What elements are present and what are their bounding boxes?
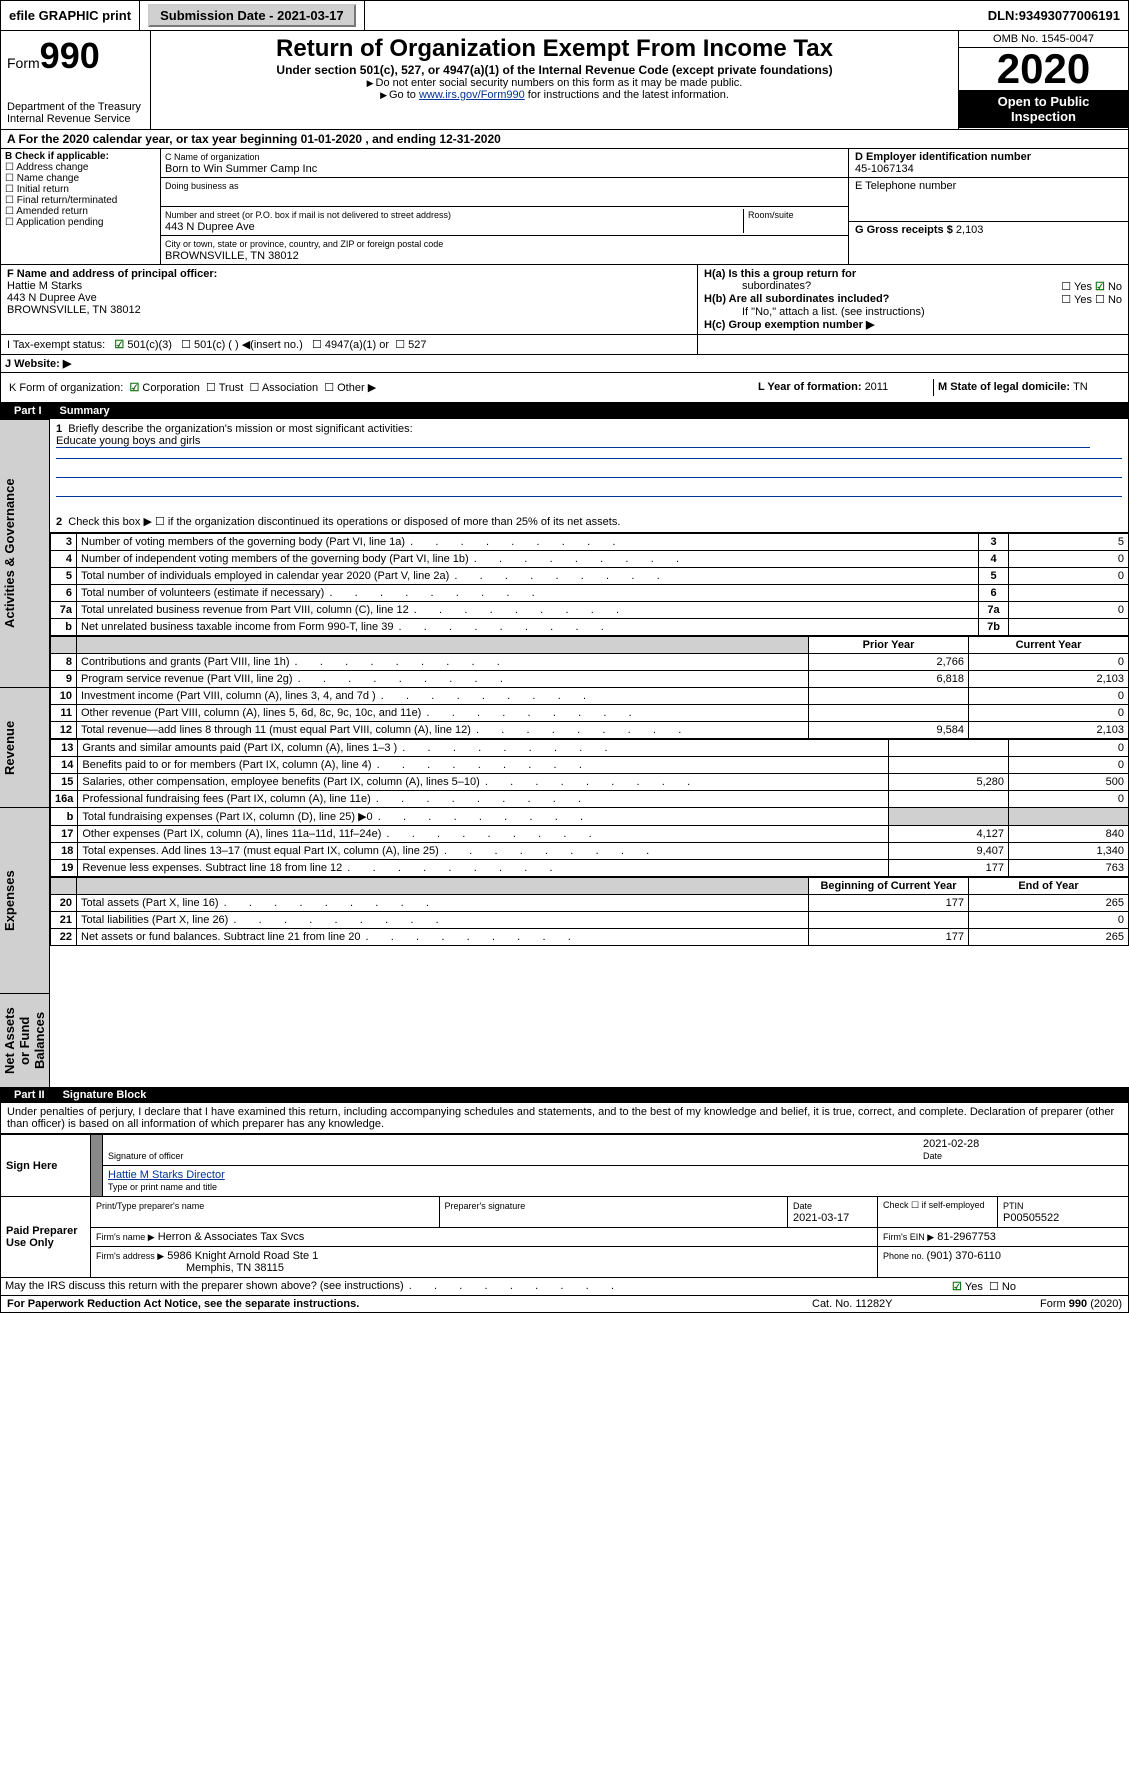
firm-ein: 81-2967753 bbox=[937, 1231, 996, 1243]
chk-amended[interactable]: Amended return bbox=[5, 206, 88, 217]
entity-block: B Check if applicable: Address change Na… bbox=[0, 149, 1129, 265]
chk-address-change[interactable]: Address change bbox=[5, 162, 88, 173]
city-state-zip: BROWNSVILLE, TN 38012 bbox=[165, 250, 299, 262]
efile-label: efile GRAPHIC print bbox=[1, 1, 140, 30]
ha-yes[interactable]: Yes bbox=[1061, 281, 1092, 293]
tab-expenses: Expenses bbox=[0, 807, 50, 993]
tax-year: 2020 bbox=[959, 48, 1128, 90]
discuss-row: May the IRS discuss this return with the… bbox=[0, 1278, 1129, 1296]
form-header: Form990 Department of the Treasury Inter… bbox=[0, 31, 1129, 130]
dln-cell: DLN: 93493077006191 bbox=[980, 1, 1128, 30]
firm-name: Herron & Associates Tax Svcs bbox=[158, 1231, 305, 1243]
ha-no[interactable]: No bbox=[1095, 281, 1122, 293]
mission-text: Educate young boys and girls bbox=[56, 435, 1090, 448]
tax-527[interactable]: 527 bbox=[395, 339, 426, 351]
tax-4947[interactable]: 4947(a)(1) or bbox=[312, 339, 389, 351]
box-klm: K Form of organization: Corporation Trus… bbox=[0, 373, 1129, 403]
chk-app-pending[interactable]: Application pending bbox=[5, 217, 104, 228]
officer-signed-name[interactable]: Hattie M Starks Director bbox=[108, 1169, 225, 1181]
k-other[interactable]: Other ▶ bbox=[324, 382, 376, 394]
open-to-public: Open to PublicInspection bbox=[959, 90, 1128, 128]
irs-link[interactable]: www.irs.gov/Form990 bbox=[419, 89, 525, 101]
page-footer: For Paperwork Reduction Act Notice, see … bbox=[0, 1296, 1129, 1313]
box-b: B Check if applicable: Address change Na… bbox=[1, 149, 161, 264]
ptin: P00505522 bbox=[1003, 1212, 1059, 1224]
part2-header: Part IISignature Block bbox=[0, 1087, 1129, 1103]
org-name: Born to Win Summer Camp Inc bbox=[165, 163, 317, 175]
dept-treasury: Department of the Treasury bbox=[7, 101, 144, 113]
tab-revenue: Revenue bbox=[0, 687, 50, 807]
k-corp[interactable]: Corporation bbox=[129, 382, 199, 394]
form-subtitle: Under section 501(c), 527, or 4947(a)(1)… bbox=[157, 63, 952, 77]
gross-receipts: 2,103 bbox=[956, 224, 984, 236]
tax-501c3[interactable]: 501(c)(3) bbox=[114, 339, 172, 351]
k-assoc[interactable]: Association bbox=[250, 382, 319, 394]
hb-no[interactable]: No bbox=[1095, 294, 1122, 306]
box-i: I Tax-exempt status: 501(c)(3) 501(c) ( … bbox=[0, 335, 1129, 355]
state-domicile: TN bbox=[1073, 381, 1088, 393]
firm-phone: (901) 370-6110 bbox=[927, 1250, 1001, 1262]
submission-date-cell: Submission Date - 2021-03-17 bbox=[140, 1, 365, 30]
box-j: J Website: ▶ bbox=[0, 355, 1129, 373]
expenses-table: 13Grants and similar amounts paid (Part … bbox=[50, 739, 1129, 877]
street-address: 443 N Dupree Ave bbox=[165, 221, 255, 233]
tax-period: A For the 2020 calendar year, or tax yea… bbox=[0, 130, 1129, 149]
chk-name-change[interactable]: Name change bbox=[5, 173, 79, 184]
chk-final-return[interactable]: Final return/terminated bbox=[5, 195, 117, 206]
year-formation: 2011 bbox=[865, 381, 889, 393]
tax-501c[interactable]: 501(c) ( ) ◀(insert no.) bbox=[181, 339, 303, 351]
discuss-no[interactable]: No bbox=[989, 1281, 1016, 1293]
tab-activities: Activities & Governance bbox=[0, 419, 50, 687]
box-f-h: F Name and address of principal officer:… bbox=[0, 265, 1129, 335]
discuss-yes[interactable]: Yes bbox=[952, 1281, 983, 1293]
signature-table: Sign Here Signature of officer 2021-02-2… bbox=[0, 1134, 1129, 1278]
tab-net: Net Assets or Fund Balances bbox=[0, 993, 50, 1087]
efile-topbar: efile GRAPHIC print Submission Date - 20… bbox=[0, 0, 1129, 31]
part1-body: Activities & Governance Revenue Expenses… bbox=[0, 419, 1129, 1087]
officer-name: Hattie M Starks bbox=[7, 280, 82, 292]
revenue-table: Prior YearCurrent Year8Contributions and… bbox=[50, 636, 1129, 739]
hb-yes[interactable]: Yes bbox=[1061, 294, 1092, 306]
box-c: C Name of organizationBorn to Win Summer… bbox=[161, 149, 848, 264]
goto-note: Go to www.irs.gov/Form990 for instructio… bbox=[157, 89, 952, 101]
k-trust[interactable]: Trust bbox=[206, 382, 243, 394]
chk-initial-return[interactable]: Initial return bbox=[5, 184, 69, 195]
ein: 45-1067134 bbox=[855, 163, 914, 175]
irs-label: Internal Revenue Service bbox=[7, 113, 144, 125]
form-title: Return of Organization Exempt From Incom… bbox=[157, 35, 952, 63]
perjury-decl: Under penalties of perjury, I declare th… bbox=[0, 1103, 1129, 1134]
net-table: Beginning of Current YearEnd of Year20To… bbox=[50, 877, 1129, 946]
governance-table: 3Number of voting members of the governi… bbox=[50, 533, 1129, 636]
form-number: Form990 bbox=[7, 35, 144, 77]
ssn-note: Do not enter social security numbers on … bbox=[157, 77, 952, 89]
box-d-e-g: D Employer identification number45-10671… bbox=[848, 149, 1128, 264]
part1-header: Part ISummary bbox=[0, 403, 1129, 419]
